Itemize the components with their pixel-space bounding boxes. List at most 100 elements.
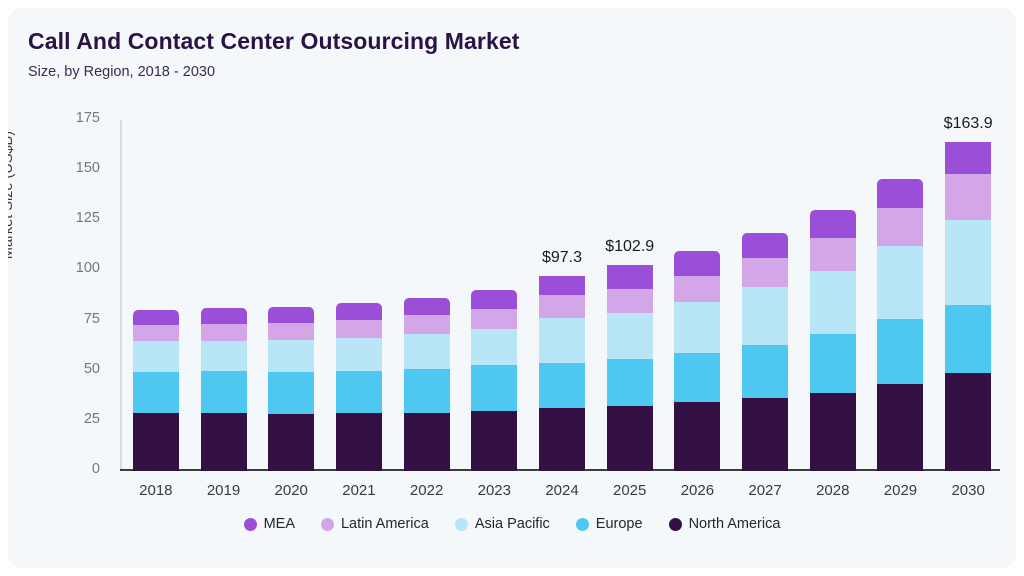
bar-segment-north-america[interactable] [809,392,856,471]
bar-segment-mea[interactable] [200,307,247,324]
bar-segment-europe[interactable] [268,371,315,414]
bar-segment-asia-pacific[interactable] [471,329,518,366]
bar-segment-north-america[interactable] [132,413,179,471]
bar-segment-europe[interactable] [606,359,653,406]
bar-segment-asia-pacific[interactable] [132,341,179,372]
bar-segment-mea[interactable] [606,264,653,289]
bar-segment-europe[interactable] [471,365,518,411]
bar-stack[interactable] [268,306,315,471]
bar-stack[interactable] [471,290,518,471]
legend-swatch-icon [320,517,334,531]
bar-segment-latin-america[interactable] [403,315,450,335]
y-axis-tick-label: 175 [75,110,100,126]
bar-segment-asia-pacific[interactable] [742,286,789,345]
bar-segment-asia-pacific[interactable] [877,245,924,319]
x-axis-tick-label: 2019 [206,482,241,499]
bar-segment-mea[interactable] [809,209,856,239]
bar-stack[interactable]: $102.9 [605,238,654,471]
bar-segment-north-america[interactable] [335,413,382,471]
bar-segment-mea[interactable] [877,179,924,209]
bar-segment-europe[interactable] [539,362,585,409]
legend-item-north-america[interactable]: North America [668,516,781,532]
legend-swatch-icon [243,517,257,531]
bar-stack[interactable]: $163.9 [944,115,993,471]
bar-segment-north-america[interactable] [606,405,653,471]
bar-segment-europe[interactable] [200,371,247,414]
bar-segment-north-america[interactable] [403,412,450,471]
bar-segment-mea[interactable] [132,309,179,325]
bar-stack[interactable] [335,302,382,471]
bar-segment-north-america[interactable] [268,413,315,471]
bar-segment-latin-america[interactable] [877,208,924,246]
bar-stack[interactable] [403,298,450,471]
bar-segment-asia-pacific[interactable] [200,340,247,372]
bar-segment-europe[interactable] [132,371,179,414]
bar-segment-asia-pacific[interactable] [674,301,721,354]
x-axis-tick-label: 2022 [409,482,444,499]
bar-segment-latin-america[interactable] [335,319,382,339]
bar-segment-mea[interactable] [403,298,450,316]
bar-segment-latin-america[interactable] [606,288,653,313]
bar-segment-mea[interactable] [471,290,518,309]
bar-segment-latin-america[interactable] [539,295,585,319]
y-axis-tick-label: 50 [83,360,100,377]
legend-item-europe[interactable]: Europe [575,516,643,532]
legend-item-latin-america[interactable]: Latin America [320,516,429,532]
x-axis-tick-label: 2026 [680,482,715,499]
bar-segment-latin-america[interactable] [945,174,992,220]
bar-segment-latin-america[interactable] [132,324,179,342]
bar-stack[interactable]: $97.3 [539,249,585,471]
bar-segment-mea[interactable] [268,306,315,323]
bar-segment-mea[interactable] [742,233,789,259]
bar-segment-latin-america[interactable] [674,275,721,302]
bar-stack[interactable] [200,307,247,471]
bar-segment-north-america[interactable] [539,408,585,471]
legend-item-label: Europe [595,516,643,532]
bar-segment-europe[interactable] [877,318,924,384]
bar-segment-latin-america[interactable] [809,238,856,271]
bar-segment-mea[interactable] [335,302,382,320]
bar-segment-europe[interactable] [742,344,789,399]
bar-segment-europe[interactable] [674,353,721,402]
x-axis-tick-label: 2028 [816,482,850,499]
bar-segment-asia-pacific[interactable] [403,334,450,369]
bar-segment-north-america[interactable] [471,410,518,471]
bar-segment-asia-pacific[interactable] [335,338,382,371]
bar-stack[interactable] [132,309,179,471]
legend-item-asia-pacific[interactable]: Asia Pacific [454,516,550,532]
bar-segment-asia-pacific[interactable] [809,270,856,335]
legend-item-label: North America [688,516,781,532]
bar-segment-europe[interactable] [945,304,992,374]
bar-segment-north-america[interactable] [877,383,924,471]
bar-segment-asia-pacific[interactable] [945,219,992,305]
bar-segment-north-america[interactable] [674,401,721,471]
bar-segment-europe[interactable] [403,368,450,413]
bar-segment-north-america[interactable] [200,413,247,471]
x-axis-tick-label: 2023 [477,482,511,499]
bar-segment-latin-america[interactable] [471,308,518,330]
bar-stack[interactable] [742,233,789,471]
legend-item-mea[interactable]: MEA [243,516,295,532]
bar-segment-mea[interactable] [674,250,721,276]
bar-stack[interactable] [809,209,856,471]
bar-segment-mea[interactable] [539,275,585,296]
bar-segment-latin-america[interactable] [200,323,247,341]
bar-segment-mea[interactable] [945,142,992,175]
x-axis-tick-label: 2024 [545,482,579,499]
bar-segment-asia-pacific[interactable] [268,340,315,372]
legend-swatch-icon [668,517,682,531]
bar-segment-north-america[interactable] [945,373,992,471]
bar-segment-asia-pacific[interactable] [606,312,653,360]
bar-segment-north-america[interactable] [742,398,789,471]
chart-legend: MEA Latin America Asia Pacific Europe North … [8,516,1016,532]
bar-stack[interactable] [674,250,721,471]
bar-stack[interactable] [877,179,924,471]
bar-segment-latin-america[interactable] [268,322,315,341]
bar-segment-europe[interactable] [335,370,382,414]
legend-swatch-icon [454,517,468,531]
y-axis-tick-label: 0 [91,461,100,477]
bar-value-label: $97.3 [541,248,583,266]
bar-segment-latin-america[interactable] [742,258,789,287]
bar-segment-europe[interactable] [809,334,856,393]
bar-segment-asia-pacific[interactable] [539,318,585,363]
